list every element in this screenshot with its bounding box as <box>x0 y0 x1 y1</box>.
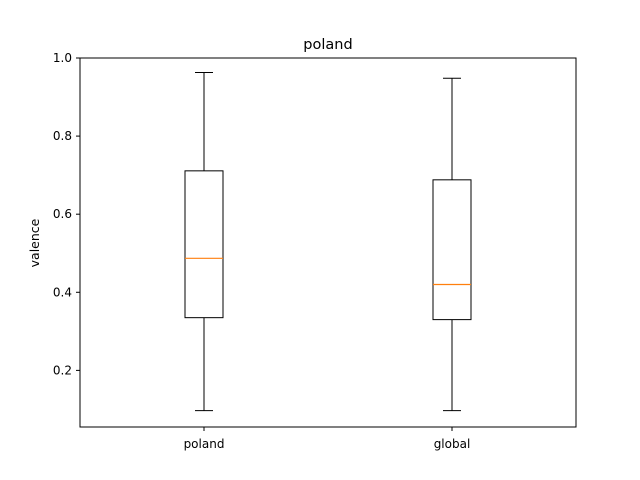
y-tick-label: 0.4 <box>53 285 72 299</box>
boxes-layer <box>184 71 472 412</box>
x-axis-ticks: poland global <box>184 427 471 451</box>
x-tick-label: global <box>434 437 471 451</box>
y-tick-label: 1.0 <box>53 51 72 65</box>
box-poland <box>184 71 224 412</box>
chart-title: poland <box>303 37 352 53</box>
y-tick-label: 0.8 <box>53 129 72 143</box>
y-tick-label: 0.6 <box>53 207 72 221</box>
y-tick-label: 0.2 <box>53 363 72 377</box>
iqr-box <box>432 179 472 321</box>
box-global <box>432 77 472 412</box>
iqr-box <box>184 170 224 319</box>
y-axis-ticks: 0.2 0.4 0.6 0.8 1.0 <box>53 51 80 377</box>
y-axis-label: valence <box>27 218 42 267</box>
x-tick-label: poland <box>184 437 225 451</box>
plot-frame <box>79 57 577 428</box>
